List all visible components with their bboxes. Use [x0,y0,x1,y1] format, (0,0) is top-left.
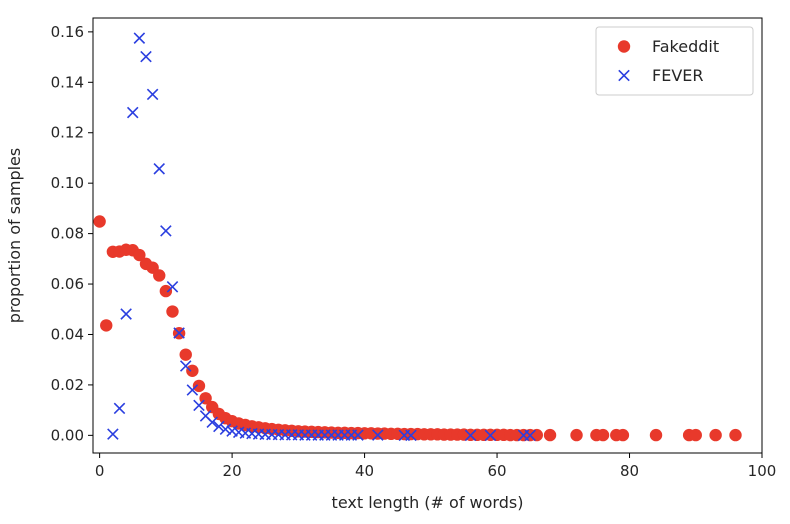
y-axis-label: proportion of samples [5,148,24,323]
y-axis-ticks: 0.00 0.02 0.04 0.06 0.08 0.10 0.12 0.14 0.16 [51,23,93,444]
data-point-fakeddit [153,269,166,282]
data-point-fever [113,402,126,415]
y-tick-label: 0.06 [51,275,84,293]
data-point-fever [352,429,364,441]
legend-label-fever: FEVER [652,66,703,85]
y-tick-label: 0.00 [51,426,84,444]
x-tick-label: 0 [95,462,105,480]
data-point-fever [133,32,146,44]
x-axis-label: text length (# of words) [332,493,524,512]
plot-frame [92,17,763,454]
data-point-fever [484,429,497,442]
legend-marker-fever [618,69,630,82]
data-point-fakeddit [530,428,543,442]
y-tick-label: 0.12 [51,124,84,142]
legend: Fakeddit FEVER [595,26,754,96]
data-point-fakeddit [689,428,702,442]
data-point-fever [213,420,225,433]
x-axis-ticks: 0 20 40 60 80 100 [95,453,776,480]
x-tick-label: 60 [488,462,507,480]
data-point-fakeddit [100,319,113,332]
y-tick-label: 0.10 [51,174,84,192]
data-point-fever [173,327,185,339]
data-point-fever [372,429,384,441]
data-point-fakeddit [709,428,722,442]
data-point-fakeddit [729,428,742,442]
data-point-fever [219,423,232,436]
data-point-fakeddit [649,428,663,442]
data-point-fever [524,429,536,442]
data-point-fakeddit [570,428,583,442]
data-point-fakeddit [179,348,192,361]
data-point-fakeddit [192,379,206,393]
data-point-fever [160,225,172,237]
y-tick-label: 0.16 [51,23,84,41]
x-tick-label: 20 [223,462,242,480]
data-point-fever [146,88,159,101]
data-point-fakeddit [159,284,173,298]
data-point-fakeddit [543,428,557,442]
y-tick-label: 0.08 [51,225,84,243]
data-point-fever [126,106,139,119]
data-point-fever [107,428,119,440]
data-point-fakeddit [133,248,146,262]
y-tick-label: 0.02 [51,376,84,394]
legend-marker-fakeddit [617,40,631,53]
data-point-fever [179,360,192,372]
data-point-fever [153,163,166,175]
y-tick-label: 0.14 [51,73,84,91]
data-point-fever [193,399,205,412]
data-point-fever [464,429,477,442]
data-point-fever [405,429,417,442]
x-tick-label: 40 [355,462,374,480]
data-point-fakeddit [616,428,630,442]
data-point-fakeddit [93,215,106,228]
data-point-fakeddit [186,364,199,377]
data-point-fever [186,384,199,396]
series-fever [107,32,536,442]
data-point-fever [166,281,179,293]
y-tick-label: 0.04 [51,325,84,343]
data-point-fever [120,308,132,320]
data-series [93,32,742,442]
x-tick-label: 80 [620,462,639,480]
x-tick-label: 100 [748,462,777,480]
data-point-fever [206,416,218,429]
data-point-fakeddit [166,305,179,318]
data-point-fakeddit [596,428,610,442]
legend-box [595,26,754,96]
legend-label-fakeddit: Fakeddit [652,37,719,56]
data-point-fever [140,50,152,63]
